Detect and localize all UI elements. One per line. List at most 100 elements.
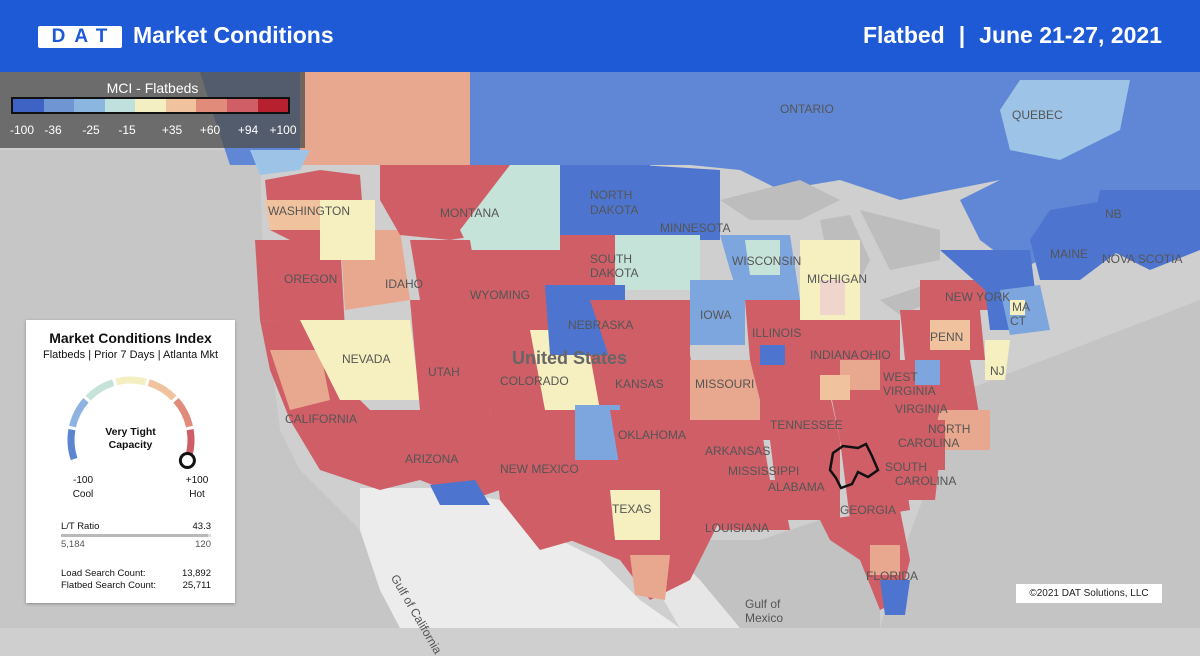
label-south-dakota-2: DAKOTA (590, 266, 639, 280)
header-meta: Flatbed | June 21-27, 2021 (863, 22, 1162, 49)
label-iowa: IOWA (700, 308, 732, 322)
label-quebec: QUEBEC (1012, 108, 1063, 122)
region-florida-central[interactable] (870, 545, 900, 575)
label-maine: MAINE (1050, 247, 1089, 261)
region-nevada[interactable] (300, 320, 420, 400)
legend-swatch-3 (104, 99, 136, 112)
label-new-mexico: NEW MEXICO (500, 462, 579, 476)
label-michigan: MICHIGAN (807, 272, 867, 286)
region-idaho-north[interactable] (320, 200, 375, 260)
legend-swatch-0 (13, 99, 44, 112)
legend-tick-label: -15 (118, 123, 136, 137)
gauge-segment (173, 398, 193, 428)
label-washington: WASHINGTON (268, 204, 351, 218)
region-california-north[interactable] (270, 350, 330, 410)
region-nebraska-east[interactable] (590, 300, 690, 360)
region-bc-south[interactable] (250, 150, 310, 175)
capacity-status: Very Tight Capacity (26, 426, 235, 452)
gauge-segment (69, 398, 89, 428)
region-prairies[interactable] (470, 72, 690, 165)
legend-swatch-7 (226, 99, 258, 112)
legend-tick-label: +35 (161, 123, 183, 137)
region-kansas[interactable] (590, 355, 700, 410)
region-penn-central[interactable] (930, 320, 970, 350)
label-illinois: ILLINOIS (752, 326, 802, 340)
mci-gauge (67, 376, 196, 470)
region-south-carolina[interactable] (890, 455, 940, 500)
region-ma[interactable] (1010, 300, 1025, 315)
region-utah[interactable] (410, 300, 490, 420)
lt-ratio-bar (61, 534, 211, 537)
region-arizona-south[interactable] (430, 480, 490, 505)
label-mississippi: MISSISSIPPI (728, 464, 800, 478)
region-virginia[interactable] (880, 360, 980, 420)
label-south-carolina-2: CAROLINA (895, 474, 957, 488)
flatbed-search-label: Flatbed Search Count: (61, 580, 157, 591)
region-kentucky[interactable] (820, 375, 850, 400)
region-oregon[interactable] (255, 240, 345, 330)
atlanta-market-outline[interactable] (828, 442, 880, 490)
legend-color-scale (11, 97, 290, 114)
label-nebraska: NEBRASKA (568, 318, 634, 332)
region-iowa[interactable] (690, 280, 745, 345)
region-ontario[interactable] (690, 72, 1000, 200)
region-louisiana[interactable] (700, 480, 790, 530)
label-texas: TEXAS (612, 502, 652, 516)
legend-swatch-6 (196, 99, 227, 112)
card-subtitle: Flatbeds | Prior 7 Days | Atlanta Mkt (42, 349, 219, 361)
label-nj: NJ (990, 364, 1005, 378)
region-nj[interactable] (985, 340, 1010, 380)
label-montana: MONTANA (440, 206, 500, 220)
equipment-type: Flatbed (862, 22, 945, 48)
region-texas-panhandle[interactable] (575, 405, 620, 460)
mci-legend: MCI - Flatbeds -100 -36 -25 -15 +35 +60 +94 +10… (0, 72, 305, 148)
load-search-row: Load Search Count: 13,892 (61, 568, 211, 579)
market-conditions-card: Market Conditions Index Flatbeds | Prior… (26, 320, 235, 603)
region-arkansas[interactable] (700, 420, 770, 480)
label-ohio: OHIO (860, 348, 891, 362)
region-texas-south[interactable] (630, 555, 670, 600)
label-indiana: INDIANA (810, 348, 859, 362)
region-michigan-south[interactable] (820, 280, 845, 315)
region-wisconsin-north[interactable] (745, 240, 780, 275)
label-ontario: ONTARIO (780, 102, 834, 116)
region-quebec-north[interactable] (1000, 80, 1130, 160)
label-gulf-of-mexico-2: Mexico (745, 611, 784, 625)
gauge-min-value: -100 (72, 475, 93, 486)
region-arizona[interactable] (360, 410, 500, 500)
label-north-dakota-1: NORTH (590, 188, 633, 202)
legend-tick-label: -36 (44, 123, 62, 137)
label-nb: NB (1105, 207, 1122, 221)
region-new-york-west[interactable] (920, 280, 990, 310)
label-new-york: NEW YORK (945, 290, 1011, 304)
region-oklahoma[interactable] (610, 410, 710, 470)
label-louisiana: LOUISIANA (705, 521, 770, 535)
label-minnesota: MINNESOTA (660, 221, 731, 235)
gauge-max-label: Hot (189, 489, 205, 500)
capacity-status-line2: Capacity (108, 439, 153, 451)
label-missouri: MISSOURI (695, 377, 755, 391)
label-california: CALIFORNIA (285, 412, 358, 426)
header-bar: DAT Market Conditions Flatbed | June 21-… (0, 0, 1200, 72)
region-florida-south[interactable] (880, 580, 910, 615)
region-north-dakota[interactable] (560, 165, 660, 235)
region-nb[interactable] (1030, 200, 1120, 280)
region-bc[interactable] (300, 72, 470, 165)
region-south-dakota-east[interactable] (615, 235, 700, 290)
label-gulf-of-mexico-1: Gulf of (745, 597, 781, 611)
flatbed-search-row: Flatbed Search Count: 25,711 (61, 580, 211, 591)
region-tennessee-west[interactable] (760, 395, 840, 440)
region-texas-central[interactable] (610, 490, 660, 540)
region-illinois-central[interactable] (760, 345, 785, 365)
truck-count: 120 (195, 539, 211, 550)
region-alabama[interactable] (800, 440, 840, 520)
region-minnesota-north[interactable] (640, 165, 720, 240)
region-west-virginia[interactable] (915, 360, 940, 385)
label-ma: MA (1012, 300, 1030, 314)
region-missouri[interactable] (690, 360, 760, 420)
flatbed-search-value: 25,711 (182, 580, 211, 591)
region-wyoming[interactable] (460, 250, 560, 330)
gauge-arcs (67, 376, 195, 461)
region-south-dakota-west[interactable] (560, 235, 620, 290)
region-montana-east[interactable] (460, 165, 560, 250)
